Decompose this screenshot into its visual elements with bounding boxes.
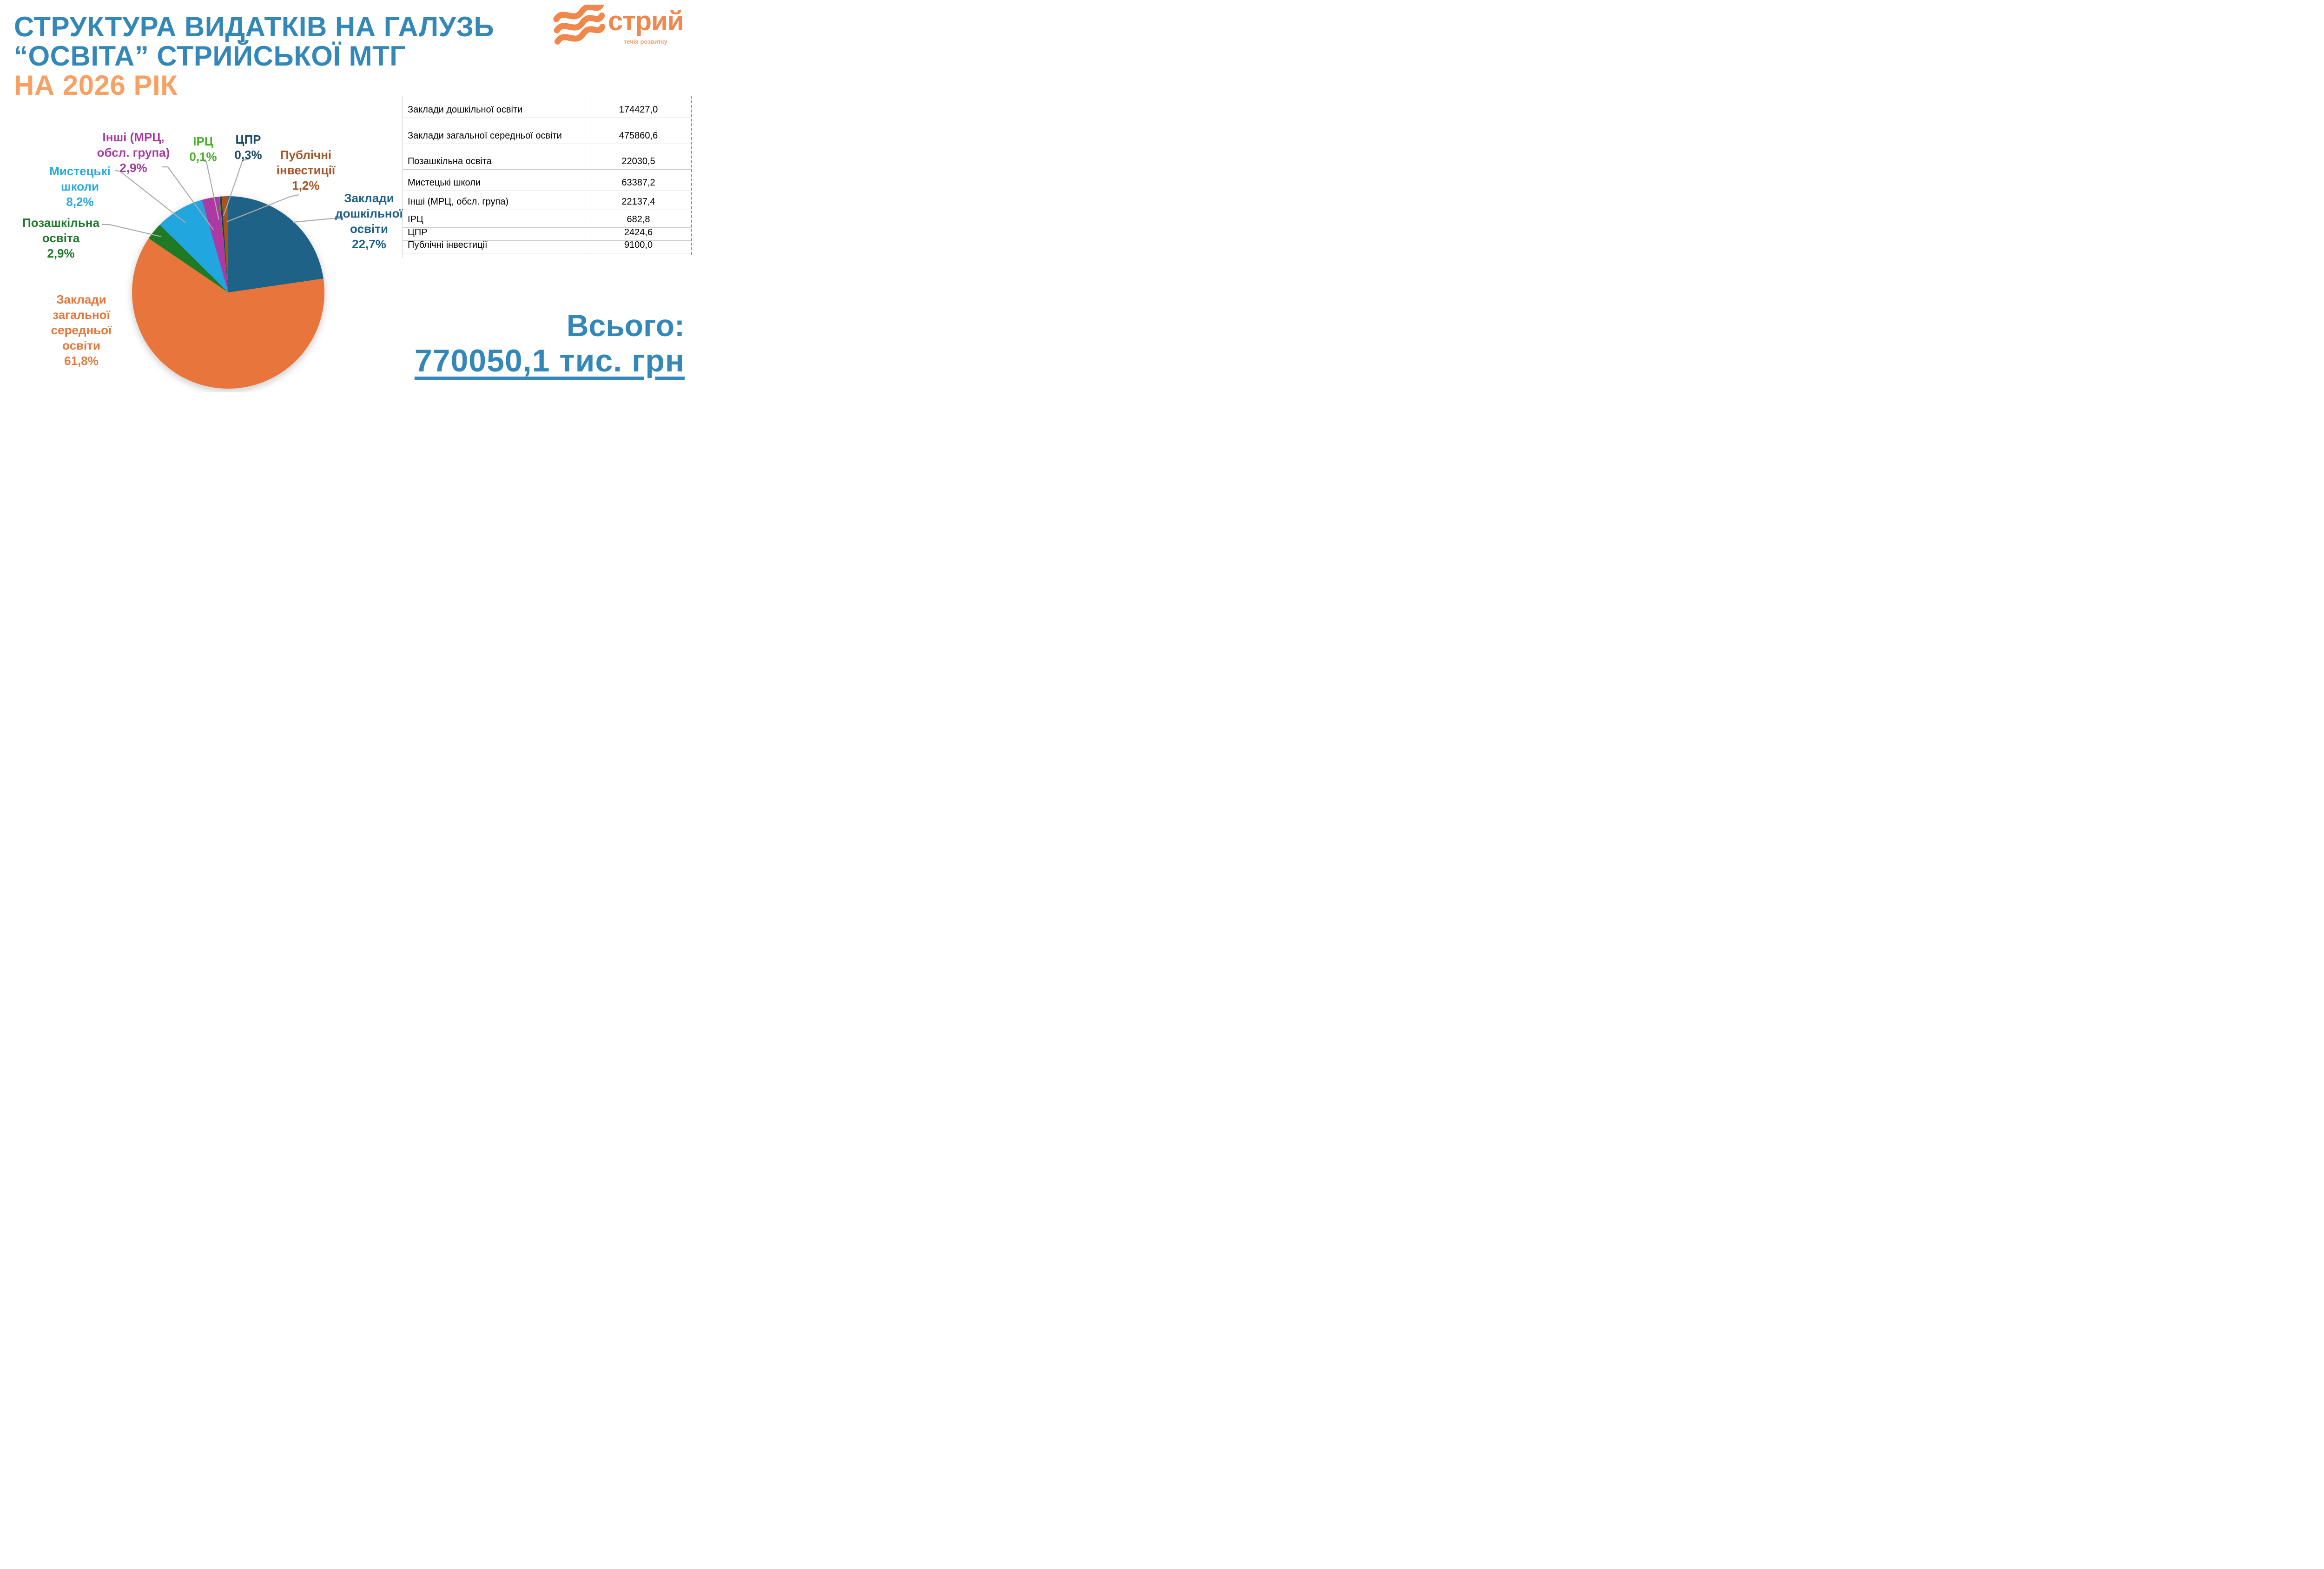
title-line-3: НА 2026 РІК — [14, 70, 178, 101]
pie-label-line: ІРЦ — [193, 134, 213, 148]
table-cell-empty — [403, 253, 585, 258]
pie-chart — [132, 196, 324, 389]
table-cell-label: Заклади дошкільної освіти — [403, 96, 585, 118]
pie-label-cpr: ЦПР 0,3% — [230, 132, 267, 163]
table-cell-value: 9100,0 — [624, 240, 653, 250]
pie-label-irc: ІРЦ 0,1% — [185, 134, 222, 165]
pie-label-mystetski: Мистецькі школи 8,2% — [43, 164, 117, 210]
table-row: ЦПР 2424,6 — [403, 227, 692, 241]
logo-brand: стрий — [608, 6, 684, 36]
pie-label-pct: 0,1% — [189, 150, 217, 164]
pie-label-pct: 1,2% — [292, 179, 320, 192]
table-cell-value: 22030,5 — [621, 156, 655, 166]
table-cell-value: 174427,0 — [619, 105, 658, 115]
table-row: Мистецькі школи 63387,2 — [403, 170, 692, 191]
pie-label-line: освіта — [42, 231, 80, 245]
pie-label-zahalna: Заклади загальної середньої освіти 61,8% — [44, 292, 119, 369]
title-line-1: СТРУКТУРА ВИДАТКІВ НА ГАЛУЗЬ — [14, 11, 495, 42]
pie-label-line: освіти — [62, 338, 100, 352]
pie-label-pozashkilna: Позашкільна освіта 2,9% — [19, 215, 103, 261]
pie-label-pct: 0,3% — [234, 148, 262, 162]
total-block: Всього: 770050,1 тис. грн — [415, 309, 685, 379]
pie-label-pct: 61,8% — [64, 354, 99, 368]
table-cell-value: 63387,2 — [621, 178, 655, 188]
pie-label-line: Мистецькі — [49, 164, 111, 178]
pie-label-doshkilna: Заклади дошкільної освіти 22,7% — [332, 191, 406, 252]
table-cell-label: Позашкільна освіта — [403, 144, 585, 169]
table-cell-label: Інші (МРЦ, обсл. група) — [403, 191, 585, 210]
table-cell-empty — [585, 253, 692, 258]
table-cell-value: 475860,6 — [619, 131, 658, 141]
pie-label-line: освіти — [350, 222, 388, 236]
total-value: 770050,1 тис. грн — [414, 343, 685, 378]
pie-label-line: Заклади — [344, 191, 394, 205]
table-cell-label: Заклади загальної середньої освіти — [403, 118, 585, 144]
table-row: Заклади загальної середньої освіти 47586… — [403, 118, 692, 144]
pie-label-publichni: Публічні інвестиції 1,2% — [273, 147, 338, 193]
table-cell-label: Публічні інвестиції — [403, 241, 585, 253]
table-cell-value: 22137,4 — [621, 197, 655, 207]
page-break-dashed-line — [691, 96, 692, 255]
table-cell-label: ЦПР — [403, 228, 585, 240]
pie-label-pct: 8,2% — [66, 195, 94, 209]
table-row: ІРЦ 682,8 — [403, 210, 692, 228]
pie-label-line: Інші (МРЦ, — [102, 130, 165, 144]
data-table: Заклади дошкільної освіти 174427,0 Закла… — [403, 96, 692, 258]
pie-label-line: Заклади — [56, 292, 106, 306]
total-label: Всього: — [566, 308, 685, 343]
table-cell-label: ІРЦ — [403, 210, 585, 227]
logo-tagline: течія розвитку — [624, 38, 667, 45]
table-cell-value: 682,8 — [627, 214, 650, 225]
pie-label-line: школи — [60, 179, 99, 193]
table-row-empty — [403, 253, 692, 258]
pie-label-line: середньої — [51, 323, 112, 337]
table-cell-value: 2424,6 — [624, 227, 653, 238]
table-row: Позашкільна освіта 22030,5 — [403, 144, 692, 170]
pie-label-pct: 22,7% — [352, 237, 386, 251]
table-row: Заклади дошкільної освіти 174427,0 — [403, 96, 692, 118]
pie-label-line: дошкільної — [335, 206, 403, 220]
logo-waves-icon — [553, 5, 606, 45]
pie-label-line: ЦПР — [235, 132, 261, 146]
pie-label-line: інвестиції — [276, 163, 336, 177]
pie-label-pct: 2,9% — [47, 246, 75, 260]
logo: стрий течія розвитку — [553, 4, 697, 52]
slide: СТРУКТУРА ВИДАТКІВ НА ГАЛУЗЬ “ОСВІТА” СТ… — [0, 0, 697, 392]
table-cell-label: Мистецькі школи — [403, 170, 585, 191]
pie-label-line: Позашкільна — [22, 216, 99, 230]
pie-label-pct: 2,9% — [119, 161, 147, 175]
title-line-2: “ОСВІТА” СТРИЙСЬКОЇ МТГ — [14, 40, 406, 72]
table-row: Публічні інвестиції 9100,0 — [403, 240, 692, 253]
pie-label-line: обсл. група) — [97, 146, 170, 159]
pie-label-inshi: Інші (МРЦ, обсл. група) 2,9% — [87, 130, 180, 176]
pie-label-line: загальної — [53, 308, 110, 322]
page-title: СТРУКТУРА ВИДАТКІВ НА ГАЛУЗЬ “ОСВІТА” СТ… — [14, 12, 494, 100]
table-row: Інші (МРЦ, обсл. група) 22137,4 — [403, 191, 692, 210]
pie-label-line: Публічні — [280, 148, 332, 162]
